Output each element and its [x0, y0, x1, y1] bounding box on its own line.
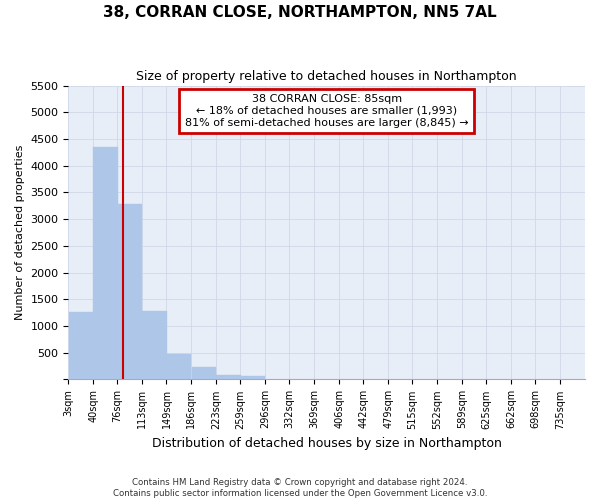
Bar — [191, 366, 216, 380]
Y-axis label: Number of detached properties: Number of detached properties — [15, 145, 25, 320]
Text: 38, CORRAN CLOSE, NORTHAMPTON, NN5 7AL: 38, CORRAN CLOSE, NORTHAMPTON, NN5 7AL — [103, 5, 497, 20]
Bar — [142, 310, 167, 380]
Bar — [167, 354, 191, 380]
Bar — [241, 376, 265, 380]
Bar — [217, 374, 241, 380]
Bar — [94, 147, 118, 380]
Text: Contains HM Land Registry data © Crown copyright and database right 2024.
Contai: Contains HM Land Registry data © Crown c… — [113, 478, 487, 498]
X-axis label: Distribution of detached houses by size in Northampton: Distribution of detached houses by size … — [152, 437, 502, 450]
Bar — [118, 204, 142, 380]
Text: 38 CORRAN CLOSE: 85sqm
← 18% of detached houses are smaller (1,993)
81% of semi-: 38 CORRAN CLOSE: 85sqm ← 18% of detached… — [185, 94, 469, 128]
Bar — [68, 312, 93, 380]
Title: Size of property relative to detached houses in Northampton: Size of property relative to detached ho… — [136, 70, 517, 83]
